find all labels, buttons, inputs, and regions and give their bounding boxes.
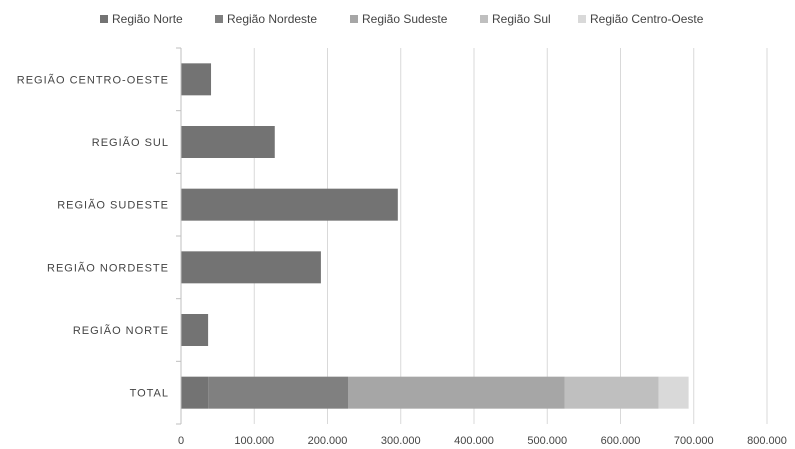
x-tick-label: 100.000: [234, 435, 274, 447]
legend-swatch: [350, 15, 358, 23]
x-tick-label: 300.000: [381, 435, 421, 447]
category-label: TOTAL: [130, 388, 169, 400]
bar-segment: [208, 376, 349, 409]
legend-label: Região Sul: [492, 12, 551, 26]
x-tick-label: 800.000: [747, 435, 787, 447]
legend-swatch: [215, 15, 223, 23]
legend-swatch: [578, 15, 586, 23]
legend-swatch: [480, 15, 488, 23]
bar-segment: [181, 376, 209, 409]
legend: Região Norte Região Nordeste Região Sudest…: [100, 12, 704, 26]
value-axis: 0 100.000 200.000 300.000 400.000 500.000 600.…: [178, 435, 787, 447]
legend-label: Região Nordeste: [227, 12, 317, 26]
bar-segment: [181, 188, 398, 221]
legend-label: Região Sudeste: [362, 12, 448, 26]
bar-segment: [181, 314, 209, 346]
bar-segment: [564, 376, 659, 409]
category-label: REGIÃO NORDESTE: [47, 261, 169, 274]
legend-label: Região Norte: [112, 12, 183, 26]
category-label: REGIÃO NORTE: [73, 324, 169, 337]
bar-segment: [181, 126, 275, 158]
legend-swatch: [100, 15, 108, 23]
category-axis: TOTAL REGIÃO NORTE REGIÃO NORDESTE REGIÃO S…: [17, 47, 182, 425]
x-tick-label: 700.000: [674, 435, 714, 447]
x-tick-label: 200.000: [308, 435, 348, 447]
legend-label: Região Centro-Oeste: [590, 12, 704, 26]
bars: [181, 63, 689, 409]
x-tick-label: 600.000: [601, 435, 641, 447]
bar-segment: [348, 376, 565, 409]
category-label: REGIÃO SUDESTE: [57, 199, 169, 212]
bar-segment: [658, 376, 689, 409]
x-tick-label: 0: [178, 435, 184, 447]
x-tick-label: 500.000: [527, 435, 567, 447]
bar-segment: [181, 63, 212, 96]
category-label: REGIÃO CENTRO-OESTE: [17, 73, 169, 86]
bar-segment: [181, 251, 321, 284]
x-tick-label: 400.000: [454, 435, 494, 447]
category-label: REGIÃO SUL: [92, 136, 169, 149]
gridlines: [253, 48, 768, 424]
